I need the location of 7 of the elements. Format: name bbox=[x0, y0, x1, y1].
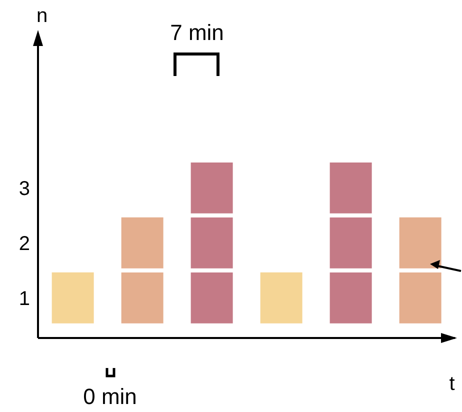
annotation: 7 min bbox=[170, 20, 224, 45]
y-axis-title: n bbox=[36, 5, 48, 27]
y-tick-label: 1 bbox=[18, 288, 30, 310]
y-tick-label: 2 bbox=[18, 233, 30, 255]
text: 0 min bbox=[83, 384, 137, 409]
y-tick-label: 3 bbox=[18, 178, 30, 200]
x-axis-title: t bbox=[449, 373, 456, 395]
